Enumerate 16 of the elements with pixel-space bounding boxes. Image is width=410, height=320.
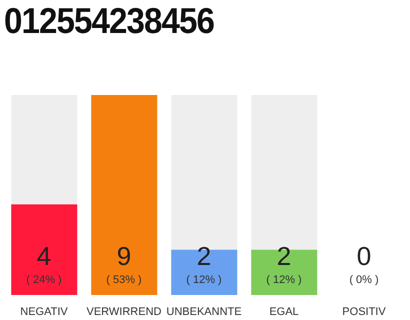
data-label: ( 24% ) [26, 274, 62, 286]
annotation: 4 [36, 241, 52, 271]
annotation: 9 [116, 241, 132, 271]
x-tick-label: EGAL [269, 306, 299, 318]
data-label: ( 53% ) [106, 274, 142, 286]
x-tick-label: VERWIRREND [86, 306, 162, 318]
annotation: 0 [356, 241, 372, 271]
x-tick-label: NEGATIV [20, 306, 68, 318]
annotation: 2 [196, 241, 212, 271]
chart-title: 012554238456 [4, 0, 214, 42]
data-label: ( 12% ) [266, 274, 302, 286]
x-tick-label: UNBEKANNTE [166, 306, 242, 318]
x-tick-label: POSITIV [342, 306, 386, 318]
data-label: ( 12% ) [186, 274, 222, 286]
data-label: ( 0% ) [349, 274, 379, 286]
annotation: 2 [276, 241, 292, 271]
